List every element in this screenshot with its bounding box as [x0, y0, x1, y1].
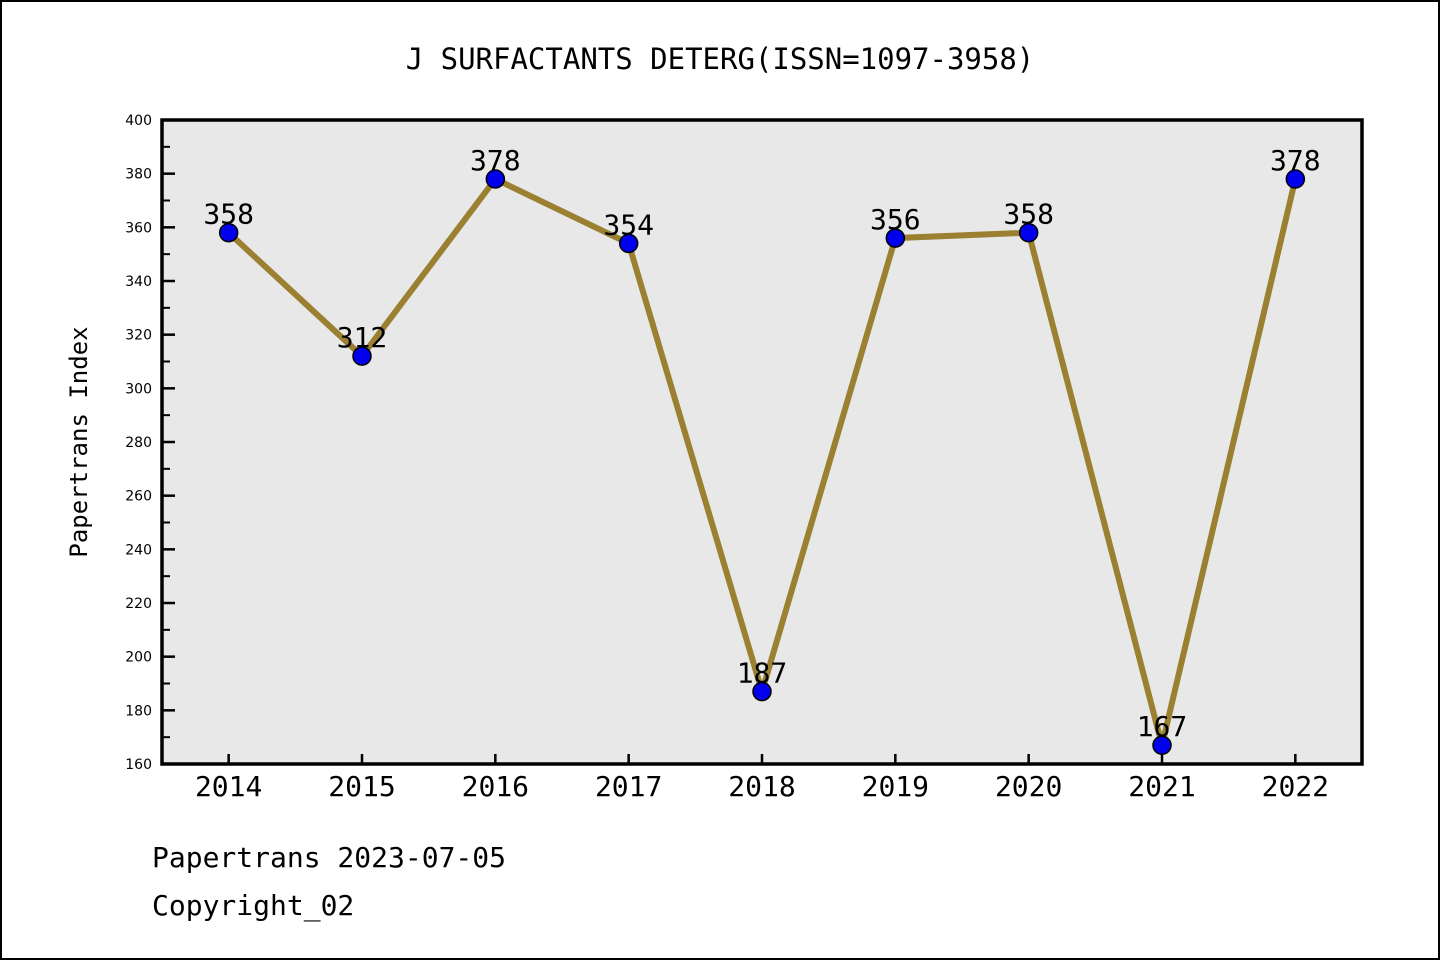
plot-background: [162, 120, 1362, 764]
data-point-label: 378: [1270, 144, 1321, 177]
footer-copyright: Copyright_02: [152, 889, 355, 922]
data-point-label: 378: [470, 144, 521, 177]
x-tick-label: 2022: [1262, 770, 1329, 803]
chart-title: J SURFACTANTS DETERG(ISSN=1097-3958): [405, 42, 1035, 76]
y-tick-label: 200: [125, 650, 152, 666]
data-point-label: 358: [203, 198, 254, 231]
x-tick-label: 2015: [328, 770, 395, 803]
data-point: [618, 233, 639, 254]
axis-border: [160, 118, 1364, 766]
data-point-label: 167: [1137, 710, 1188, 743]
data-point: [1152, 735, 1172, 755]
y-tick-label: 160: [125, 757, 152, 773]
data-point: [752, 681, 772, 702]
y-tick-label: 240: [125, 542, 152, 558]
y-tick-label: 320: [125, 328, 152, 344]
y-tick-label: 180: [125, 703, 152, 719]
x-tick-label: 2016: [462, 770, 529, 803]
y-tick-label: 380: [125, 167, 152, 183]
data-point: [1285, 169, 1306, 189]
x-tick-label: 2017: [595, 770, 662, 803]
y-tick-label: 340: [125, 274, 152, 290]
y-tick-label: 220: [125, 596, 152, 612]
data-point-label: 356: [870, 203, 921, 236]
x-tick-label: 2020: [995, 770, 1062, 803]
data-point: [352, 346, 372, 366]
x-tick-label: 2021: [1128, 770, 1195, 803]
footer-source-date: Papertrans 2023-07-05: [152, 841, 507, 874]
data-point-label: 312: [337, 321, 388, 354]
y-tick-label: 300: [125, 381, 152, 397]
x-tick-label: 2014: [195, 770, 262, 803]
data-point: [1018, 222, 1039, 243]
data-point: [885, 228, 906, 248]
y-tick-label: 360: [125, 220, 152, 236]
data-point-label: 358: [1003, 198, 1054, 231]
y-tick-label: 280: [125, 435, 152, 451]
data-point-label: 187: [737, 657, 788, 690]
data-point-label: 354: [603, 208, 654, 241]
data-point: [218, 222, 239, 243]
x-tick-label: 2018: [728, 770, 795, 803]
data-point: [485, 169, 506, 189]
y-tick-label: 400: [125, 113, 152, 129]
x-tick-label: 2019: [862, 770, 929, 803]
y-tick-label: 260: [125, 489, 152, 505]
